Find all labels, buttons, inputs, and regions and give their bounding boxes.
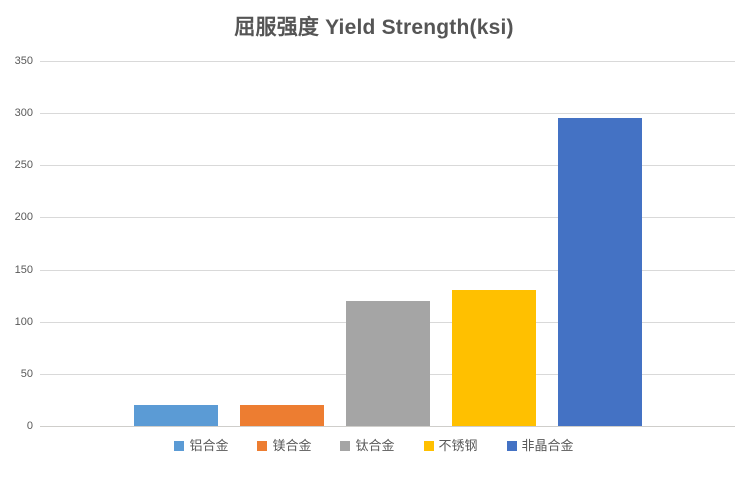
legend-item-不锈钢[interactable]: 不锈钢 <box>423 438 478 453</box>
legend-label: 钛合金 <box>355 438 395 453</box>
x-axis-line <box>40 426 735 427</box>
bars-group <box>40 118 735 426</box>
bar-镁合金[interactable] <box>239 405 324 426</box>
bar-非晶合金[interactable] <box>557 118 642 426</box>
legend-label: 镁合金 <box>272 438 312 453</box>
legend-swatch-icon <box>423 440 434 451</box>
legend-label: 铝合金 <box>189 438 229 453</box>
legend-item-铝合金[interactable]: 铝合金 <box>174 438 228 453</box>
legend-swatch-icon <box>340 440 351 451</box>
legend-label: 不锈钢 <box>438 438 478 453</box>
gridline <box>40 61 735 62</box>
y-axis-tick-label: 100 <box>14 315 33 328</box>
y-axis-tick-label: 200 <box>14 211 33 224</box>
y-axis-tick-label: 300 <box>14 107 33 120</box>
gridline <box>40 165 735 167</box>
legend: 铝合金 镁合金 钛合金 不锈钢 非晶合金 <box>0 438 748 453</box>
legend-swatch-icon <box>506 440 517 451</box>
gridline <box>40 217 735 219</box>
legend-item-非晶合金[interactable]: 非晶合金 <box>506 438 574 453</box>
bar-钛合金[interactable] <box>345 300 430 426</box>
legend-label: 非晶合金 <box>521 438 574 453</box>
y-axis-tick-label: 250 <box>14 159 33 172</box>
y-axis: 0 50 100 150 200 250 300 350 <box>0 55 33 432</box>
legend-swatch-icon <box>257 440 268 451</box>
chart-title: 屈服强度 Yield Strength(ksi) <box>234 16 514 39</box>
y-axis-tick-label: 350 <box>14 55 33 67</box>
y-axis-tick-label: 0 <box>26 420 33 432</box>
legend-swatch-icon <box>174 440 185 451</box>
gridline <box>40 113 735 115</box>
gridline <box>40 269 735 271</box>
plot-area <box>40 61 735 427</box>
y-axis-tick-label: 150 <box>14 263 33 276</box>
legend-item-镁合金[interactable]: 镁合金 <box>257 438 311 453</box>
bar-铝合金[interactable] <box>133 405 218 426</box>
legend-item-钛合金[interactable]: 钛合金 <box>340 438 395 453</box>
bar-不锈钢[interactable] <box>451 290 536 426</box>
y-axis-tick-label: 50 <box>20 367 33 380</box>
